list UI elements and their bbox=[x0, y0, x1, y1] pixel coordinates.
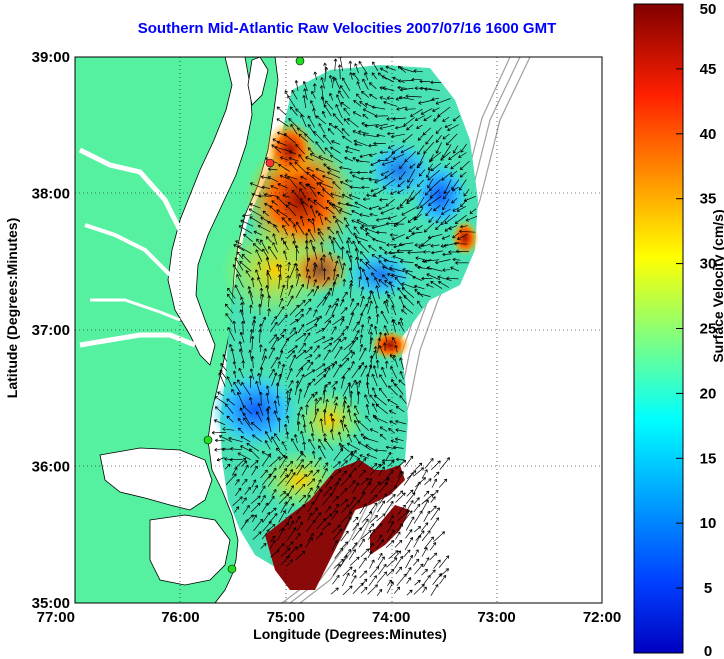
y-tick-label: 39:00 bbox=[32, 49, 70, 66]
x-tick-label: 75:00 bbox=[267, 609, 305, 626]
y-tick-label: 35:00 bbox=[32, 595, 70, 612]
plot-frame bbox=[74, 56, 603, 604]
x-tick-label: 77:00 bbox=[37, 609, 75, 626]
y-axis-ticks: 39:00 38:00 37:00 36:00 35:00 bbox=[32, 49, 70, 612]
chart-title: Southern Mid-Atlantic Raw Velocities 200… bbox=[137, 20, 557, 37]
grid-lines bbox=[75, 57, 602, 603]
colorbar-tick-label: 10 bbox=[700, 515, 717, 532]
x-tick-label: 73:00 bbox=[477, 609, 515, 626]
x-tick-label: 74:00 bbox=[372, 609, 410, 626]
x-axis-ticks: 77:00 76:00 75:00 74:00 73:00 72:00 bbox=[37, 609, 622, 626]
y-tick-label: 37:00 bbox=[32, 322, 70, 339]
colorbar-tick-label: 0 bbox=[704, 643, 712, 659]
albemarle-sound bbox=[99, 447, 213, 511]
river-potomac bbox=[78, 147, 183, 232]
station-marker bbox=[295, 57, 305, 66]
colorbar bbox=[633, 3, 684, 654]
velocity-vectors bbox=[211, 57, 478, 597]
river-rappahannock bbox=[84, 223, 172, 277]
colorbar-tick-label: 20 bbox=[700, 385, 717, 402]
y-tick-label: 36:00 bbox=[32, 459, 70, 476]
river-york bbox=[90, 298, 181, 322]
colorbar-tick-label: 40 bbox=[700, 126, 717, 143]
station-marker bbox=[227, 564, 237, 574]
colorbar-tick-label: 5 bbox=[704, 580, 712, 597]
colorbar-tick-label: 15 bbox=[700, 450, 717, 467]
x-tick-label: 72:00 bbox=[583, 609, 621, 626]
vector-arrow-set bbox=[211, 57, 478, 597]
colorbar-tick-label: 35 bbox=[700, 191, 717, 208]
colorbar-tick-label: 45 bbox=[700, 61, 717, 78]
colorbar-tick-label: 30 bbox=[700, 256, 717, 273]
x-axis-label: Longitude (Degrees:Minutes) bbox=[253, 626, 447, 642]
station-marker bbox=[265, 158, 275, 168]
colorbar-tick-label: 25 bbox=[700, 321, 717, 338]
y-tick-label: 38:00 bbox=[32, 186, 70, 203]
pamlico-sound bbox=[149, 514, 231, 586]
chesapeake-bay bbox=[167, 57, 253, 366]
river-james bbox=[79, 332, 196, 348]
station-marker bbox=[203, 435, 213, 445]
delaware-bay bbox=[247, 57, 269, 106]
x-tick-label: 76:00 bbox=[161, 609, 199, 626]
colorbar-tick-label: 50 bbox=[700, 1, 717, 18]
